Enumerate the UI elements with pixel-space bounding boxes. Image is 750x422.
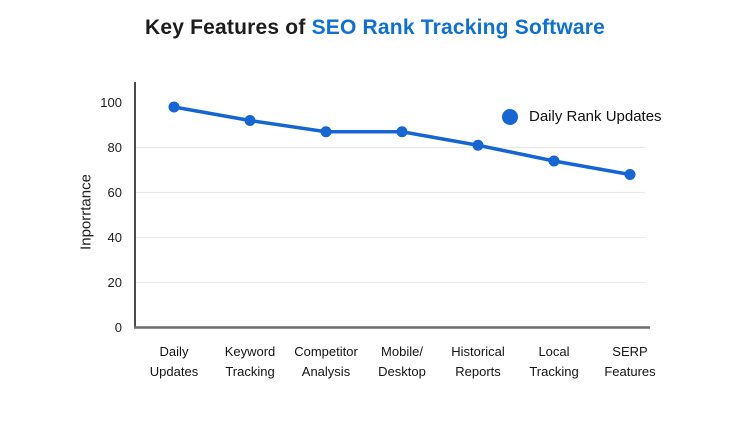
x-category-label: Tracking <box>529 364 578 379</box>
x-category-label: Historical <box>451 344 505 359</box>
x-category-label: SERP <box>612 344 647 359</box>
x-category-label: Daily <box>160 344 189 359</box>
data-point <box>472 139 484 151</box>
legend-marker-icon <box>502 108 518 125</box>
x-category-label: Competitor <box>294 344 358 359</box>
data-point <box>548 155 560 167</box>
legend: Daily Rank Updates <box>502 108 662 125</box>
y-tick-label: 0 <box>115 320 122 335</box>
data-point <box>244 115 256 126</box>
x-category-label: Desktop <box>378 364 426 379</box>
chart-title-highlight: SEO Rank Tracking Software <box>311 16 606 39</box>
x-category-label: Local <box>538 344 569 359</box>
data-point <box>168 101 180 113</box>
x-category-label: Mobile/ <box>381 344 423 359</box>
y-tick-label: 80 <box>108 140 122 155</box>
chart-title-prefix: Key Features of <box>144 16 312 39</box>
x-category-label: Keyword <box>225 344 276 359</box>
y-tick-label: 60 <box>108 185 122 200</box>
data-point <box>396 126 408 138</box>
x-category-label: Tracking <box>225 364 274 379</box>
x-category-label: Analysis <box>302 364 351 379</box>
legend-label: Daily Rank Updates <box>529 108 662 125</box>
data-point <box>320 126 332 138</box>
y-tick-label: 20 <box>108 275 122 290</box>
y-tick-label: 100 <box>100 95 122 110</box>
y-axis-title: Inporrtance <box>77 174 95 250</box>
x-category-label: Updates <box>150 364 199 379</box>
x-category-label: Features <box>604 364 656 379</box>
y-tick-label: 40 <box>108 230 122 245</box>
x-category-label: Reports <box>455 364 501 379</box>
data-point <box>624 169 636 180</box>
chart-title: Key Features of SEO Rank Tracking Softwa… <box>0 16 750 40</box>
